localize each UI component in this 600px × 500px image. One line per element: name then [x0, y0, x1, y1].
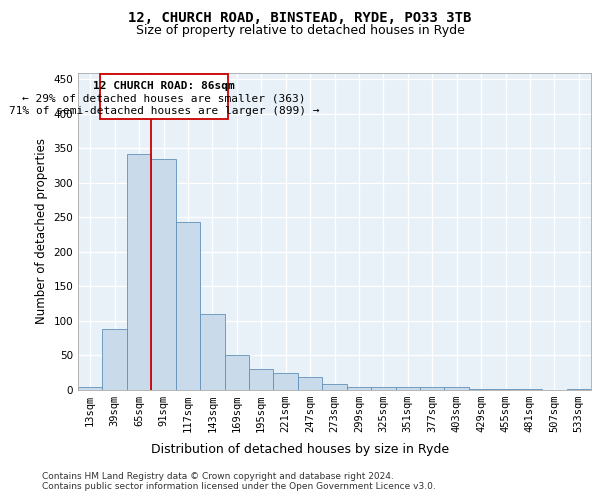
Bar	[224, 356, 249, 390]
Y-axis label: Number of detached properties: Number of detached properties	[35, 138, 48, 324]
Bar	[78, 386, 103, 390]
Bar	[322, 384, 347, 390]
Bar	[469, 388, 493, 390]
Text: 71% of semi-detached houses are larger (899) →: 71% of semi-detached houses are larger (…	[9, 106, 319, 116]
Text: 12 CHURCH ROAD: 86sqm: 12 CHURCH ROAD: 86sqm	[93, 82, 235, 92]
FancyBboxPatch shape	[100, 74, 227, 118]
Text: Contains public sector information licensed under the Open Government Licence v3: Contains public sector information licen…	[42, 482, 436, 491]
Bar	[395, 387, 420, 390]
Bar	[420, 387, 445, 390]
Bar	[347, 386, 371, 390]
Text: Distribution of detached houses by size in Ryde: Distribution of detached houses by size …	[151, 442, 449, 456]
Text: 12, CHURCH ROAD, BINSTEAD, RYDE, PO33 3TB: 12, CHURCH ROAD, BINSTEAD, RYDE, PO33 3T…	[128, 11, 472, 25]
Bar	[249, 370, 274, 390]
Bar	[445, 387, 469, 390]
Text: ← 29% of detached houses are smaller (363): ← 29% of detached houses are smaller (36…	[22, 93, 306, 103]
Bar	[127, 154, 151, 390]
Bar	[371, 387, 395, 390]
Bar	[274, 372, 298, 390]
Bar	[200, 314, 224, 390]
Bar	[298, 377, 322, 390]
Bar	[176, 222, 200, 390]
Text: Contains HM Land Registry data © Crown copyright and database right 2024.: Contains HM Land Registry data © Crown c…	[42, 472, 394, 481]
Text: Size of property relative to detached houses in Ryde: Size of property relative to detached ho…	[136, 24, 464, 37]
Bar	[103, 330, 127, 390]
Bar	[151, 159, 176, 390]
